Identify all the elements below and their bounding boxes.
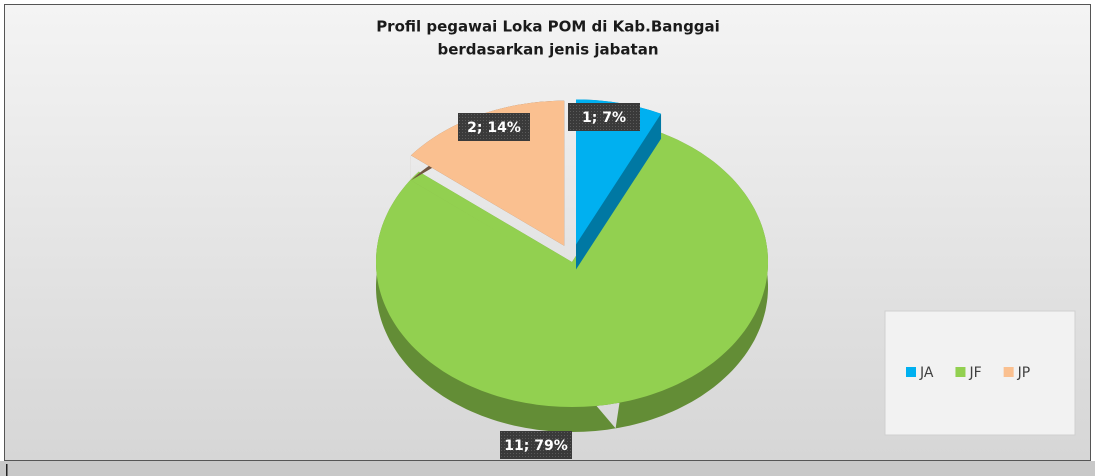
data-label: 1; 7% (582, 110, 626, 126)
data-labels: 1; 7% 11; 79% 2; 14% (458, 103, 640, 459)
legend-swatch (906, 367, 916, 377)
legend-swatch (955, 367, 966, 377)
bottom-strip (0, 461, 1095, 476)
data-label-box (458, 113, 530, 141)
chart-title: berdasarkan jenis jabatan (438, 41, 659, 59)
legend-swatch (1003, 367, 1014, 377)
legend: JA JF JP (906, 365, 1030, 381)
slice-top (576, 99, 661, 245)
slice (376, 131, 768, 433)
data-label: 2; 14% (467, 120, 521, 136)
legend-label: JF (968, 365, 981, 381)
legend-box (884, 310, 1076, 436)
data-label-box (568, 103, 640, 131)
cursor (6, 464, 8, 476)
pie (376, 99, 768, 433)
data-label-box (500, 431, 572, 459)
data-label: 11; 79% (504, 438, 567, 454)
slice-top (376, 131, 768, 407)
legend-label: JP (1017, 365, 1031, 381)
legend-label: JA (919, 365, 934, 381)
slice (576, 99, 662, 270)
chart-title: Profil pegawai Loka POM di Kab.Banggai (376, 18, 720, 36)
